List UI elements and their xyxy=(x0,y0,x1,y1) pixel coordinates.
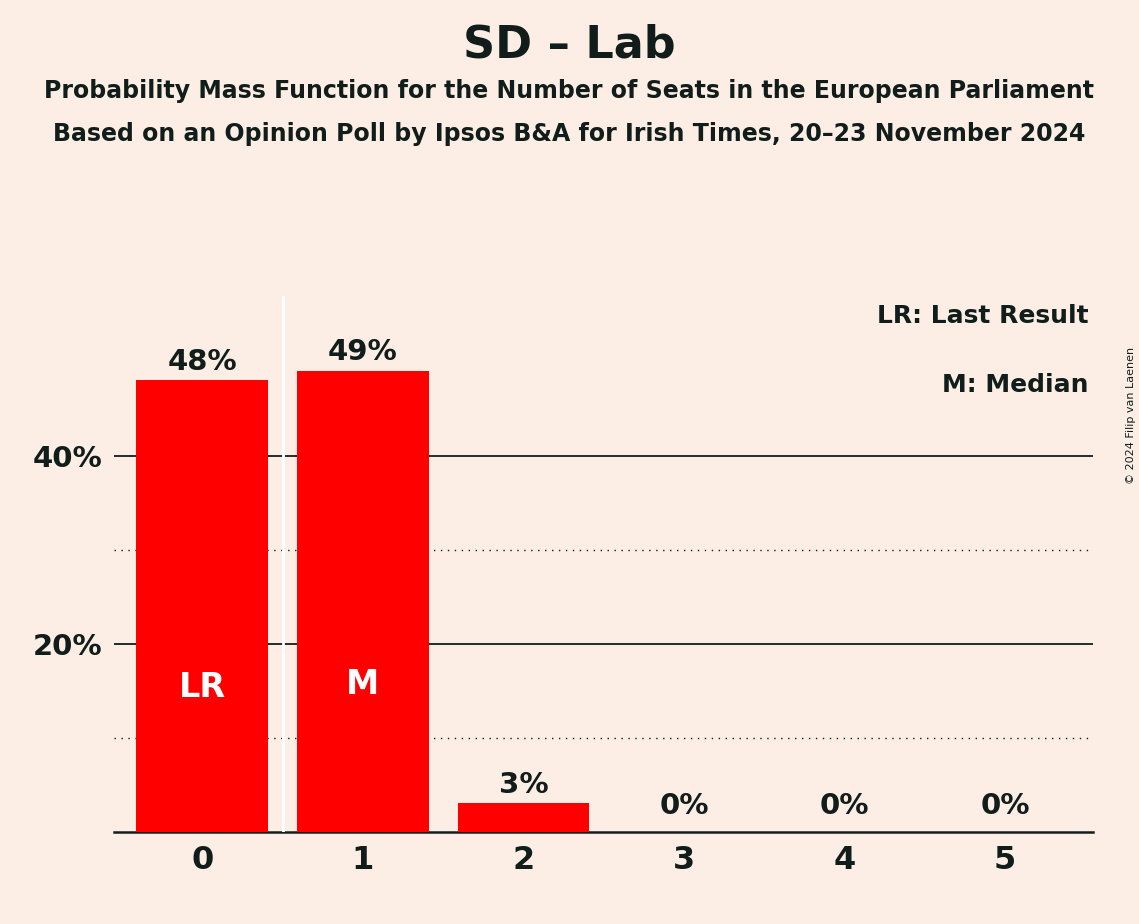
Text: M: Median: M: Median xyxy=(942,373,1089,397)
Bar xyxy=(458,803,589,832)
Text: 0%: 0% xyxy=(981,792,1030,821)
Text: LR: LR xyxy=(179,671,226,704)
Bar xyxy=(137,381,268,832)
Text: Probability Mass Function for the Number of Seats in the European Parliament: Probability Mass Function for the Number… xyxy=(44,79,1095,103)
Text: 3%: 3% xyxy=(499,771,548,798)
Text: M: M xyxy=(346,668,379,700)
Text: 0%: 0% xyxy=(820,792,869,821)
Text: 48%: 48% xyxy=(167,347,237,375)
Text: © 2024 Filip van Laenen: © 2024 Filip van Laenen xyxy=(1126,347,1136,484)
Text: LR: Last Result: LR: Last Result xyxy=(877,304,1089,328)
Text: 49%: 49% xyxy=(328,338,398,366)
Text: SD – Lab: SD – Lab xyxy=(464,23,675,67)
Text: 0%: 0% xyxy=(659,792,708,821)
Text: Based on an Opinion Poll by Ipsos B&A for Irish Times, 20–23 November 2024: Based on an Opinion Poll by Ipsos B&A fo… xyxy=(54,122,1085,146)
Bar xyxy=(297,371,428,832)
